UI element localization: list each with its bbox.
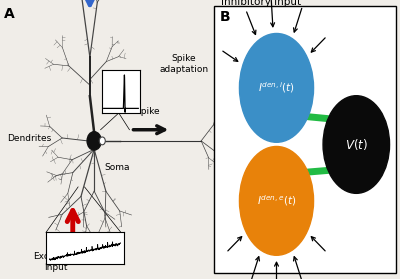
Circle shape	[87, 132, 101, 150]
Text: Inhibitory input: Inhibitory input	[221, 0, 301, 7]
Text: Excitatory
Input: Excitatory Input	[33, 252, 78, 272]
Text: B: B	[220, 10, 230, 24]
Text: Soma: Soma	[105, 163, 130, 172]
Text: Spike: Spike	[135, 107, 160, 116]
Text: A: A	[4, 7, 15, 21]
Text: $I^{den,e}(t)$: $I^{den,e}(t)$	[257, 193, 296, 208]
Circle shape	[240, 33, 314, 142]
Circle shape	[323, 96, 390, 193]
Circle shape	[240, 146, 314, 255]
Text: Spike
adaptation: Spike adaptation	[160, 54, 209, 74]
Text: $V(t)$: $V(t)$	[345, 137, 368, 152]
Text: $I^{den,i}(t)$: $I^{den,i}(t)$	[258, 80, 295, 95]
Text: Dendrites: Dendrites	[7, 134, 51, 143]
Circle shape	[99, 137, 105, 145]
FancyBboxPatch shape	[214, 6, 396, 273]
